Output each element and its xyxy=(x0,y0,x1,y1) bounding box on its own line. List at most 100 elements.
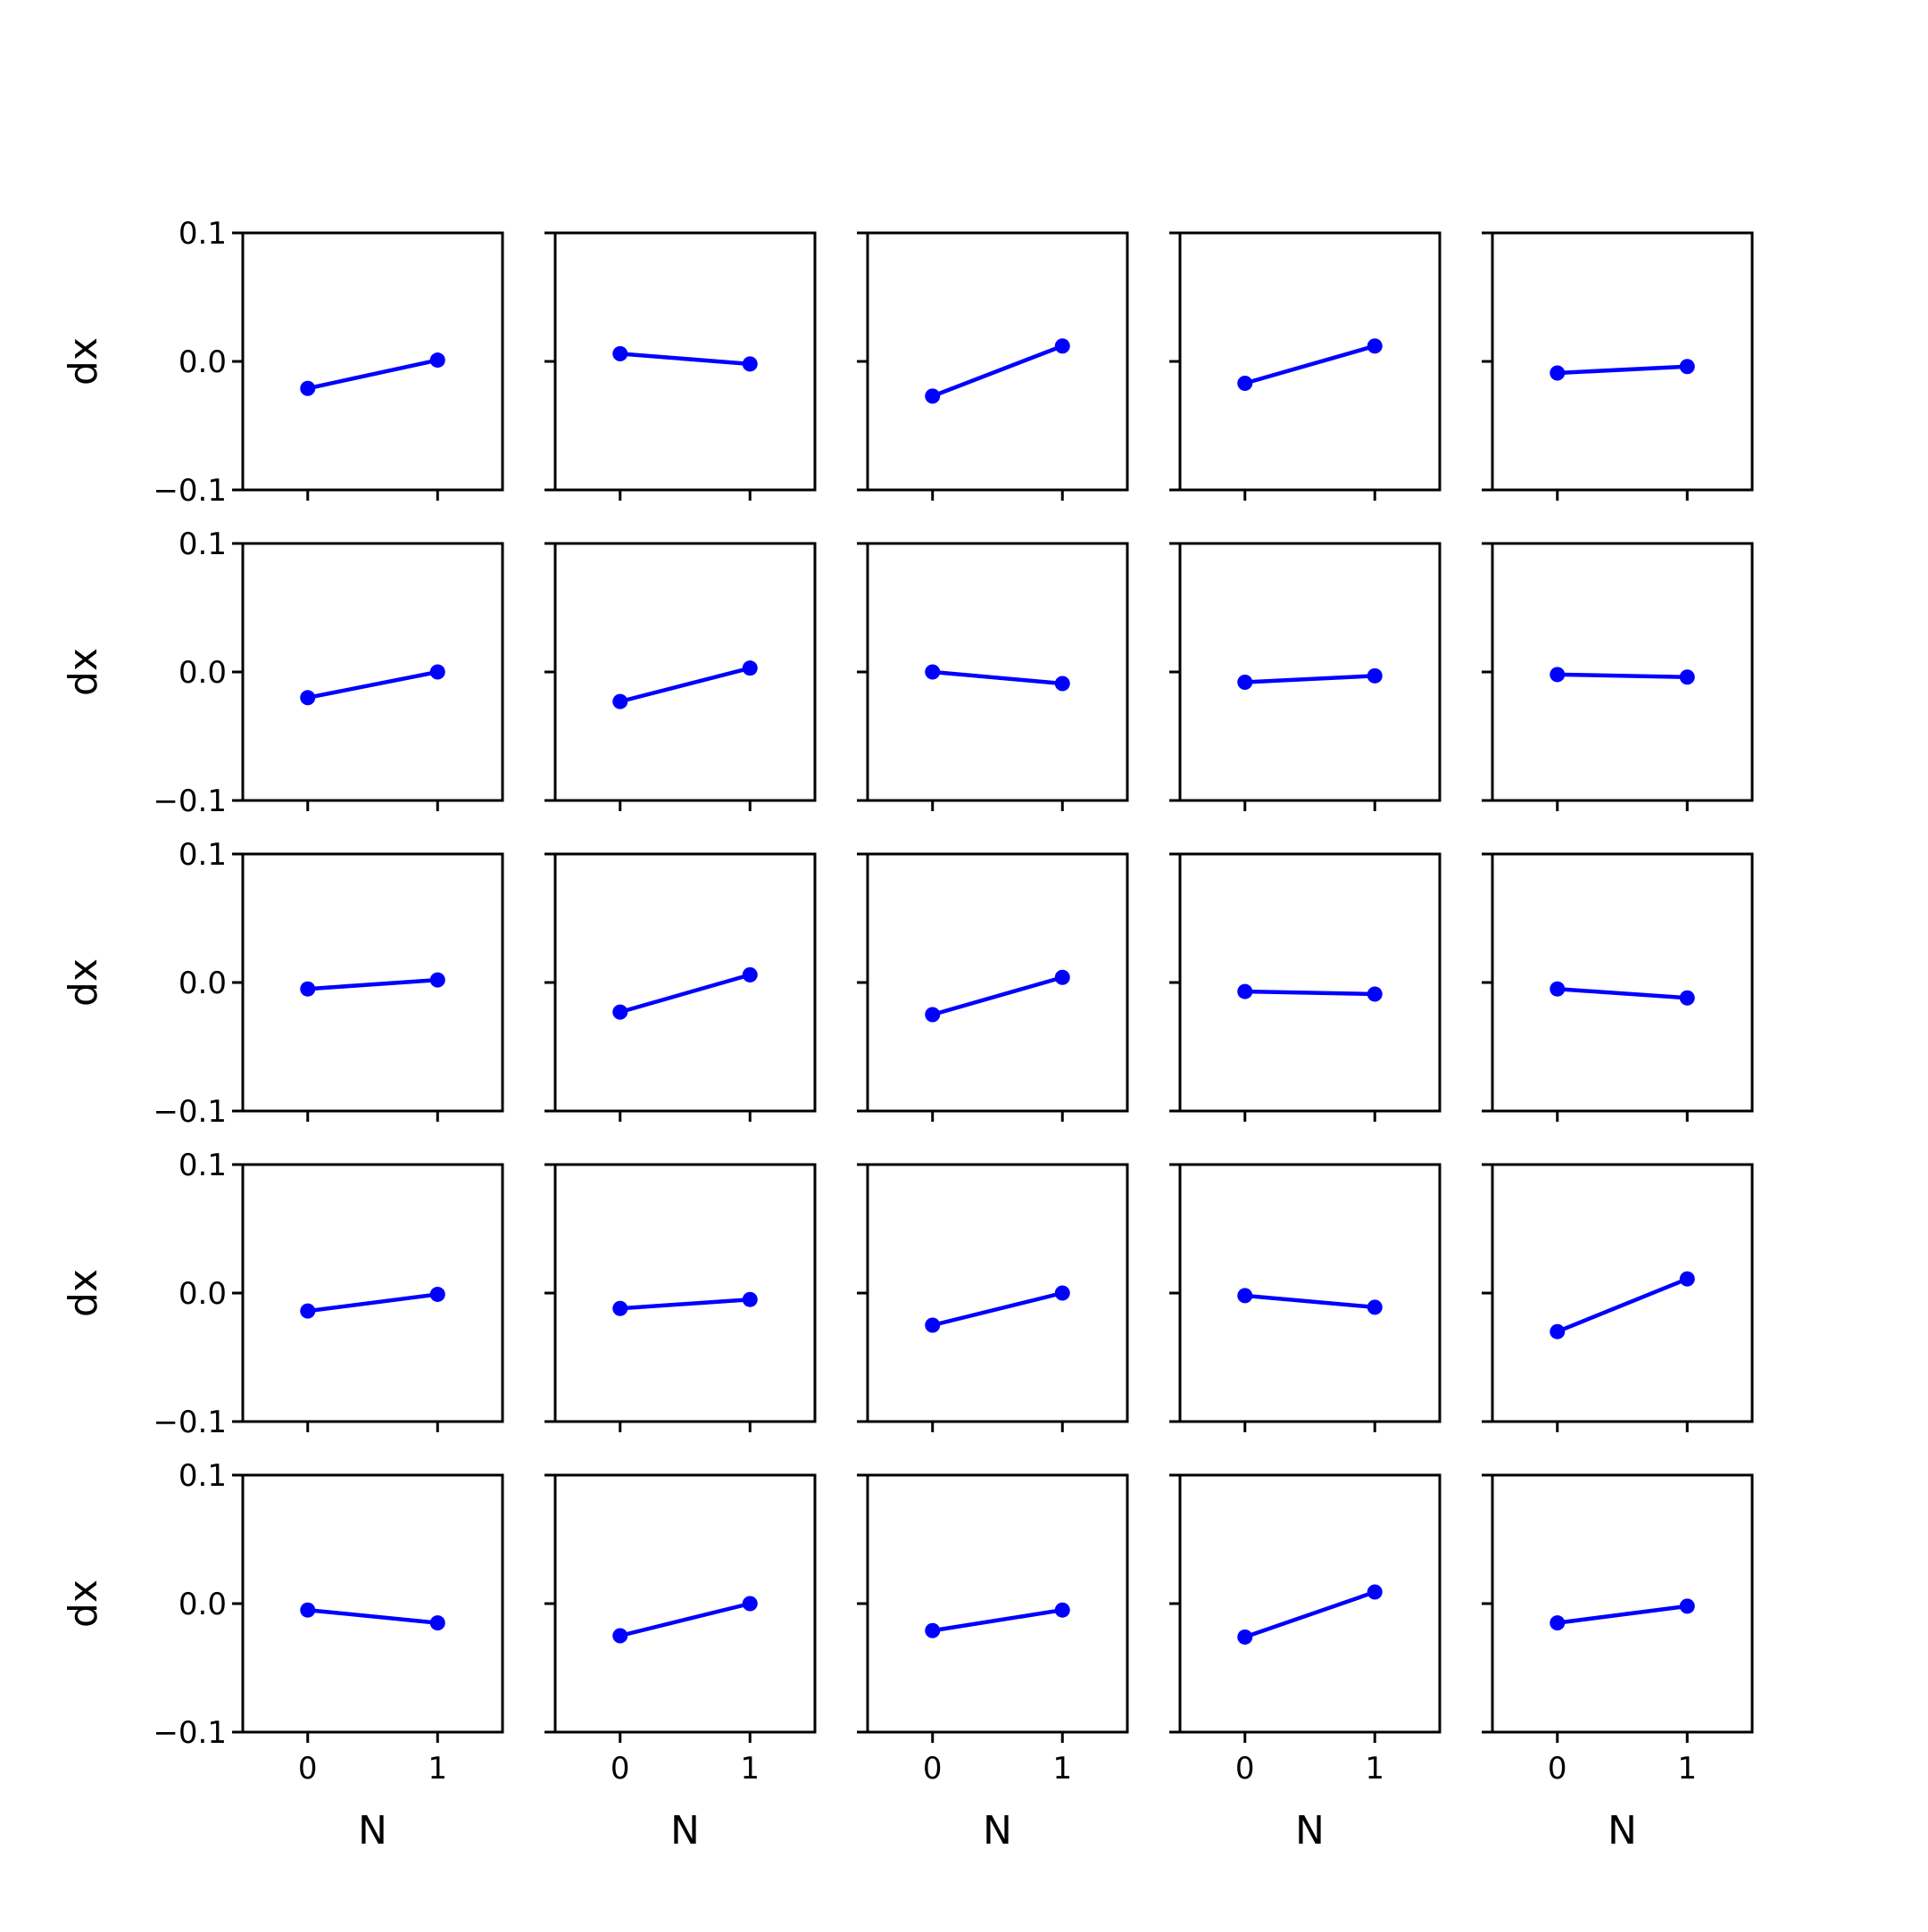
panel-frame xyxy=(553,852,817,1113)
data-point xyxy=(1237,675,1253,691)
panel-r1-c1 xyxy=(544,542,817,811)
panel-frame xyxy=(1491,231,1754,492)
panel-frame xyxy=(241,1473,504,1734)
y-tick-label: 0.1 xyxy=(179,527,227,562)
series-line xyxy=(307,669,438,701)
series-line xyxy=(619,1601,751,1638)
data-point xyxy=(1054,969,1070,985)
series-line xyxy=(1244,1589,1375,1639)
data-point xyxy=(300,981,316,997)
data-point xyxy=(1054,1602,1070,1618)
series-line xyxy=(932,669,1063,686)
panel-frame xyxy=(866,1163,1129,1423)
data-point xyxy=(742,966,758,983)
panel-r0-c1 xyxy=(544,231,817,501)
y-tick-label: 0.1 xyxy=(179,1148,227,1183)
series-line xyxy=(619,1297,751,1311)
y-tick-label: −0.1 xyxy=(153,1715,227,1751)
y-axis-label: dx xyxy=(61,1269,106,1317)
data-point xyxy=(1054,676,1070,692)
y-tick-label: 0.0 xyxy=(179,1587,227,1622)
data-point xyxy=(429,1615,445,1631)
panel-r3-c3 xyxy=(1169,1163,1442,1432)
panel-r4-c3: 0 1 N xyxy=(1169,1473,1442,1853)
data-point xyxy=(925,388,941,404)
y-axis-label: dx xyxy=(61,337,106,386)
x-tick-label: 1 xyxy=(1677,1751,1697,1787)
data-point xyxy=(1550,981,1566,997)
data-point xyxy=(1237,1288,1253,1304)
series-line xyxy=(1244,989,1375,997)
panel-r4-c4: 0 1 N xyxy=(1482,1473,1754,1853)
panel-r2-c0: −0.1 0.0 0.1 dx xyxy=(61,837,504,1130)
data-point xyxy=(742,356,758,372)
data-point xyxy=(1550,667,1566,683)
y-tick-label: 0.0 xyxy=(179,966,227,1001)
data-point xyxy=(612,1300,628,1316)
panel-frame xyxy=(866,1473,1129,1734)
series-line xyxy=(932,1290,1063,1328)
panel-frame xyxy=(866,231,1129,492)
data-point xyxy=(1367,667,1383,684)
panel-frame xyxy=(1178,542,1442,802)
panel-frame xyxy=(1178,852,1442,1113)
panel-r1-c3 xyxy=(1169,542,1442,811)
panel-frame xyxy=(1491,1473,1754,1734)
panel-frame xyxy=(1491,542,1754,802)
data-point xyxy=(742,1291,758,1307)
data-point xyxy=(1550,1323,1566,1339)
x-axis-label: N xyxy=(983,1808,1012,1853)
x-tick-label: 0 xyxy=(1235,1751,1255,1787)
panel-frame xyxy=(1178,1163,1442,1423)
panel-frame xyxy=(553,1163,817,1423)
series-line xyxy=(1244,1293,1375,1310)
y-tick-label: −0.1 xyxy=(153,1405,227,1440)
panel-frame xyxy=(866,542,1129,802)
panel-r4-c2: 0 1 N xyxy=(857,1473,1129,1853)
panel-r4-c0: −0.1 0.0 0.1 0 1 dx N xyxy=(61,1458,504,1853)
x-tick-label: 1 xyxy=(740,1751,760,1787)
data-point xyxy=(742,660,758,676)
series-line xyxy=(307,358,438,391)
y-axis-label: dx xyxy=(61,1580,106,1628)
x-tick-label: 0 xyxy=(923,1751,943,1787)
data-point xyxy=(1237,983,1253,999)
series-line xyxy=(932,1607,1063,1633)
panel-frame xyxy=(1178,1473,1442,1734)
panel-r1-c0: −0.1 0.0 0.1 dx xyxy=(61,527,504,819)
data-point xyxy=(1367,338,1383,354)
y-tick-label: −0.1 xyxy=(153,784,227,819)
x-axis-label: N xyxy=(358,1808,387,1853)
data-point xyxy=(429,972,445,988)
y-tick-label: 0.1 xyxy=(179,1458,227,1494)
panel-r2-c3 xyxy=(1169,852,1442,1122)
y-tick-label: −0.1 xyxy=(153,473,227,509)
y-tick-label: 0.0 xyxy=(179,344,227,380)
x-axis-label: N xyxy=(1295,1808,1325,1853)
panel-frame xyxy=(553,1473,817,1734)
data-point xyxy=(1679,1598,1695,1614)
series-line xyxy=(619,352,751,367)
data-point xyxy=(300,380,316,396)
panel-frame xyxy=(241,231,504,492)
panel-r1-c2 xyxy=(857,542,1129,811)
data-point xyxy=(1550,1615,1566,1631)
series-line xyxy=(1557,364,1688,376)
data-point xyxy=(612,345,628,361)
y-axis-label: dx xyxy=(61,648,106,696)
y-tick-label: 0.1 xyxy=(179,216,227,252)
series-line xyxy=(1557,986,1688,1000)
panel-frame xyxy=(1491,1163,1754,1423)
series-line xyxy=(1556,1277,1689,1334)
series-line xyxy=(1557,1604,1688,1625)
data-point xyxy=(1679,990,1695,1006)
series-line xyxy=(619,973,751,1015)
data-point xyxy=(429,352,445,369)
data-point xyxy=(300,1303,316,1319)
x-axis-label: N xyxy=(1608,1808,1637,1853)
data-point xyxy=(925,1007,941,1023)
data-point xyxy=(300,1602,316,1618)
data-point xyxy=(742,1596,758,1612)
data-point xyxy=(612,1004,628,1020)
